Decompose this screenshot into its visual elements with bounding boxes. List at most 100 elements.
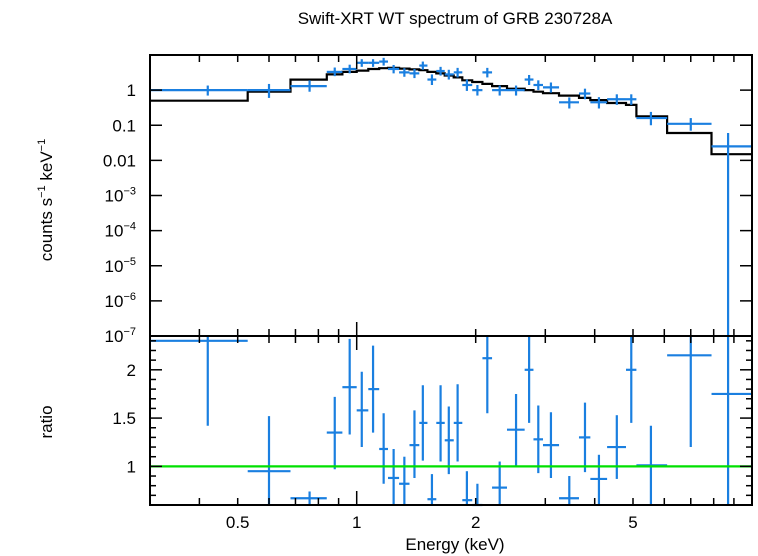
data-point-18 [482, 67, 493, 78]
ratio-point-30 [667, 336, 712, 448]
main-y-tick-label-5: 10−5 [105, 256, 136, 276]
data-point-0 [150, 85, 248, 96]
main-y-tick-label-6: 10−6 [105, 291, 136, 311]
main-y-tick-base-4: 10 [105, 222, 124, 241]
ratio-point-16 [462, 471, 473, 505]
main-ylabel-sup2: −1 [36, 139, 48, 152]
main-y-tick-label-0: 1 [127, 81, 136, 100]
data-point-24 [559, 97, 579, 109]
ratio-point-31 [711, 336, 752, 505]
ratio-panel-frame [149, 335, 753, 506]
ratio-point-19 [492, 461, 507, 505]
data-point-28 [625, 94, 637, 105]
main-y-tick-label-3: 10−3 [105, 186, 136, 206]
data-point-9 [399, 68, 410, 77]
data-point-19 [492, 85, 507, 96]
main-y-tick-base-2: 0.01 [103, 151, 136, 170]
ratio-point-2 [290, 491, 327, 505]
ratio-point-6 [368, 345, 380, 433]
data-point-20 [506, 85, 525, 96]
ratio-point-28 [625, 336, 637, 423]
data-point-8 [387, 64, 400, 74]
main-y-tick-exp-7: −7 [123, 326, 136, 338]
main-y-tick-base-1: 0.1 [112, 116, 136, 135]
ratio-point-11 [419, 385, 428, 461]
ratio-y-tick-label-1: 1.5 [112, 409, 136, 428]
ratio-point-24 [559, 476, 579, 505]
data-point-6 [368, 59, 380, 67]
data-point-5 [356, 59, 369, 67]
data-point-13 [436, 66, 445, 76]
ratio-point-27 [607, 415, 626, 479]
data-point-30 [667, 118, 712, 131]
data-point-7 [379, 57, 388, 66]
ratio-point-18 [482, 336, 493, 414]
data-point-16 [462, 79, 473, 91]
ratio-point-1 [247, 416, 291, 505]
ratio-point-22 [533, 405, 543, 474]
main-ylabel: counts s−1 keV−1 [36, 139, 56, 261]
model-step-line [150, 66, 752, 156]
data-point-22 [533, 80, 543, 91]
ratio-point-21 [524, 336, 534, 423]
ratio-ylabel: ratio [37, 405, 56, 438]
ratio-point-25 [578, 402, 591, 473]
x-tick-label-2: 2 [471, 513, 480, 532]
data-point-15 [453, 67, 463, 78]
main-y-tick-label-2: 0.01 [103, 151, 136, 170]
main-y-tick-base-5: 10 [105, 257, 124, 276]
main-y-tick-base-0: 1 [127, 81, 136, 100]
ratio-point-15 [453, 384, 463, 462]
ratio-point-13 [436, 385, 445, 462]
main-ylabel-mid: keV [37, 151, 56, 186]
main-y-tick-base-6: 10 [105, 292, 124, 311]
ratio-point-17 [472, 483, 483, 507]
ratio-point-4 [342, 338, 357, 435]
data-point-1 [247, 83, 291, 98]
x-tick-label-0: 0.5 [226, 513, 250, 532]
data-point-10 [409, 68, 420, 79]
main-y-tick-exp-6: −6 [123, 291, 136, 303]
ratio-point-10 [409, 410, 420, 478]
ratio-point-12 [427, 474, 437, 505]
data-point-25 [578, 88, 591, 100]
ratio-point-5 [356, 371, 369, 448]
chart-title: Swift-XRT WT spectrum of GRB 230728A [298, 9, 613, 28]
main-y-tick-exp-3: −3 [123, 186, 136, 198]
data-point-27 [607, 94, 626, 105]
ratio-point-20 [506, 393, 525, 467]
ratio-point-9 [399, 456, 410, 505]
data-point-11 [419, 61, 428, 70]
main-panel-frame [149, 54, 753, 337]
main-y-tick-exp-5: −5 [123, 256, 136, 268]
data-point-2 [290, 80, 327, 92]
data-point-26 [590, 97, 608, 109]
main-y-tick-base-7: 10 [105, 327, 124, 346]
ratio-panel-plot [150, 336, 752, 507]
data-point-17 [472, 84, 483, 96]
main-y-tick-base-3: 10 [105, 187, 124, 206]
data-point-23 [542, 82, 560, 93]
main-y-tick-exp-4: −4 [123, 221, 136, 233]
ratio-point-0 [150, 336, 248, 426]
data-point-29 [636, 111, 668, 126]
data-point-31 [711, 133, 752, 336]
main-y-tick-label-4: 10−4 [105, 221, 136, 241]
data-point-12 [427, 74, 437, 85]
ratio-point-7 [379, 413, 388, 484]
ratio-y-tick-label-2: 2 [127, 361, 136, 380]
ratio-point-14 [444, 406, 454, 475]
main-y-tick-label-1: 0.1 [112, 116, 136, 135]
ratio-point-26 [590, 454, 608, 505]
x-tick-label-3: 5 [628, 513, 637, 532]
main-ylabel-sup1: −1 [36, 185, 48, 198]
x-tick-label-1: 1 [352, 513, 361, 532]
main-panel-plot [150, 57, 752, 336]
ratio-point-3 [326, 396, 343, 470]
ratio-point-8 [387, 448, 400, 505]
data-point-14 [444, 69, 454, 80]
x-axis-label: Energy (keV) [405, 535, 504, 554]
data-point-3 [326, 67, 343, 77]
main-ylabel-base: counts s [37, 198, 56, 261]
